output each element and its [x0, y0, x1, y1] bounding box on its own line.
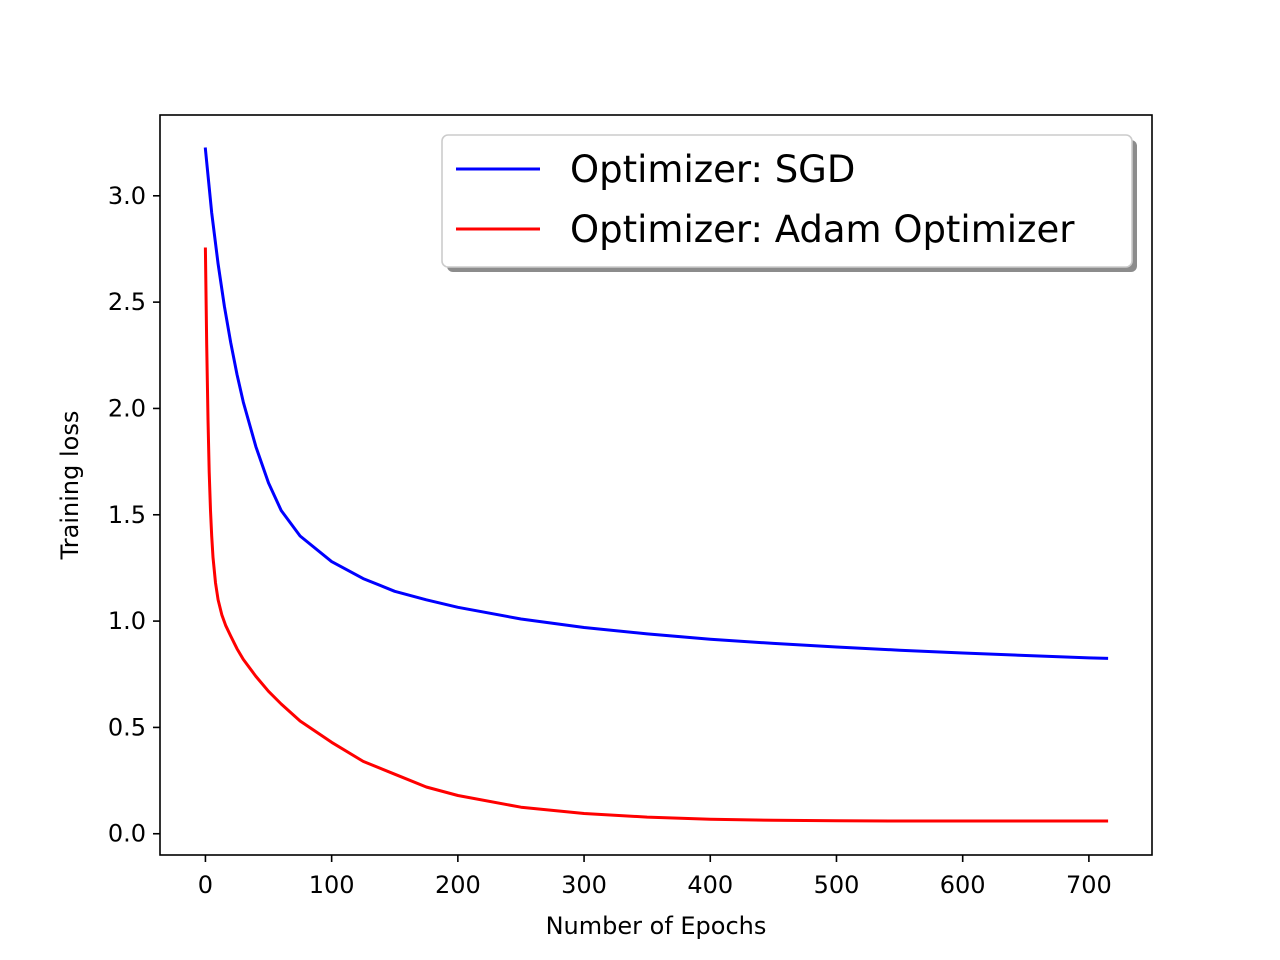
y-tick-label: 1.5: [108, 501, 146, 529]
series-line-adam: [203, 247, 1109, 823]
y-tick-label: 0.0: [108, 820, 146, 848]
legend: Optimizer: SGD Optimizer: Adam Optimizer: [441, 134, 1137, 272]
axes-frame: [159, 114, 1153, 856]
x-tick-label: 300: [561, 871, 607, 899]
y-tick-label: 3.0: [108, 182, 146, 210]
x-tick-label: 200: [435, 871, 481, 899]
x-tick-label: 600: [940, 871, 986, 899]
legend-label: Optimizer: SGD: [570, 148, 855, 191]
x-tick-label: 0: [198, 871, 213, 899]
y-axis-title: Training loss: [56, 411, 84, 561]
x-tick-label: 700: [1066, 871, 1112, 899]
series-line-sgd: [203, 147, 1109, 660]
legend-label: Optimizer: Adam Optimizer: [570, 208, 1075, 251]
plot-area: [203, 147, 1109, 823]
x-tick-label: 100: [309, 871, 355, 899]
y-tick-label: 2.0: [108, 394, 146, 422]
legend-box: [441, 134, 1133, 268]
axis-ticks: 0 100 200 300 400 500 600 700 0.0 0.5 1.0 1.5 2.0 2.5…: [108, 182, 1112, 899]
y-tick-label: 2.5: [108, 288, 146, 316]
y-tick-label: 0.5: [108, 713, 146, 741]
y-tick-label: 1.0: [108, 607, 146, 635]
x-tick-label: 500: [814, 871, 860, 899]
x-axis-title: Number of Epochs: [546, 912, 767, 940]
x-tick-label: 400: [687, 871, 733, 899]
